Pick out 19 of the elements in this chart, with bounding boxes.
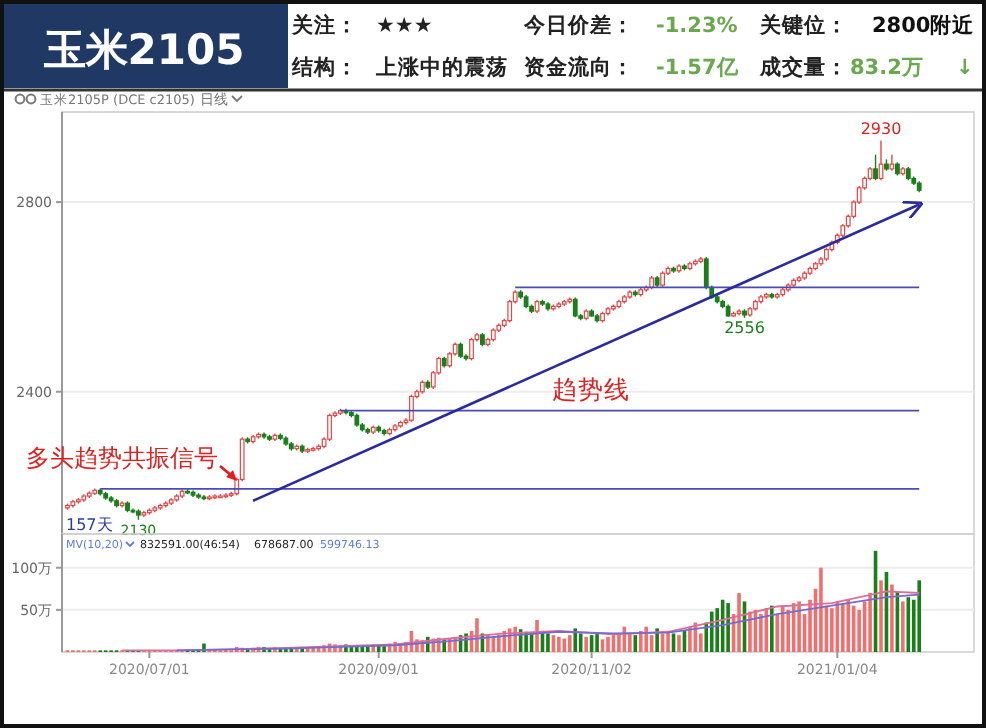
text: -1.57亿 (656, 56, 741, 80)
text: ★★★ (376, 14, 433, 38)
text: 关键位： (758, 12, 848, 38)
text: 资金流向： (524, 54, 634, 80)
text: 83.2万 (850, 56, 924, 80)
text: 玉米2105 (41, 26, 245, 74)
text: 上涨中的震荡 (374, 54, 508, 80)
annotation: 多头趋势共振信号 (26, 444, 218, 472)
text: ↓ (956, 56, 974, 80)
text: 结构： (290, 54, 358, 80)
annotation: 趋势线 (552, 374, 630, 404)
text: 成交量： (758, 54, 848, 80)
text: 关注： (290, 12, 358, 38)
text: -1.23% (656, 14, 739, 38)
annotation: 2556 (724, 319, 765, 338)
text: 今日价差： (522, 12, 634, 38)
text: 2800附近 (872, 12, 977, 38)
annotation: 157天 (66, 516, 113, 534)
annotation: 2930 (860, 120, 902, 139)
